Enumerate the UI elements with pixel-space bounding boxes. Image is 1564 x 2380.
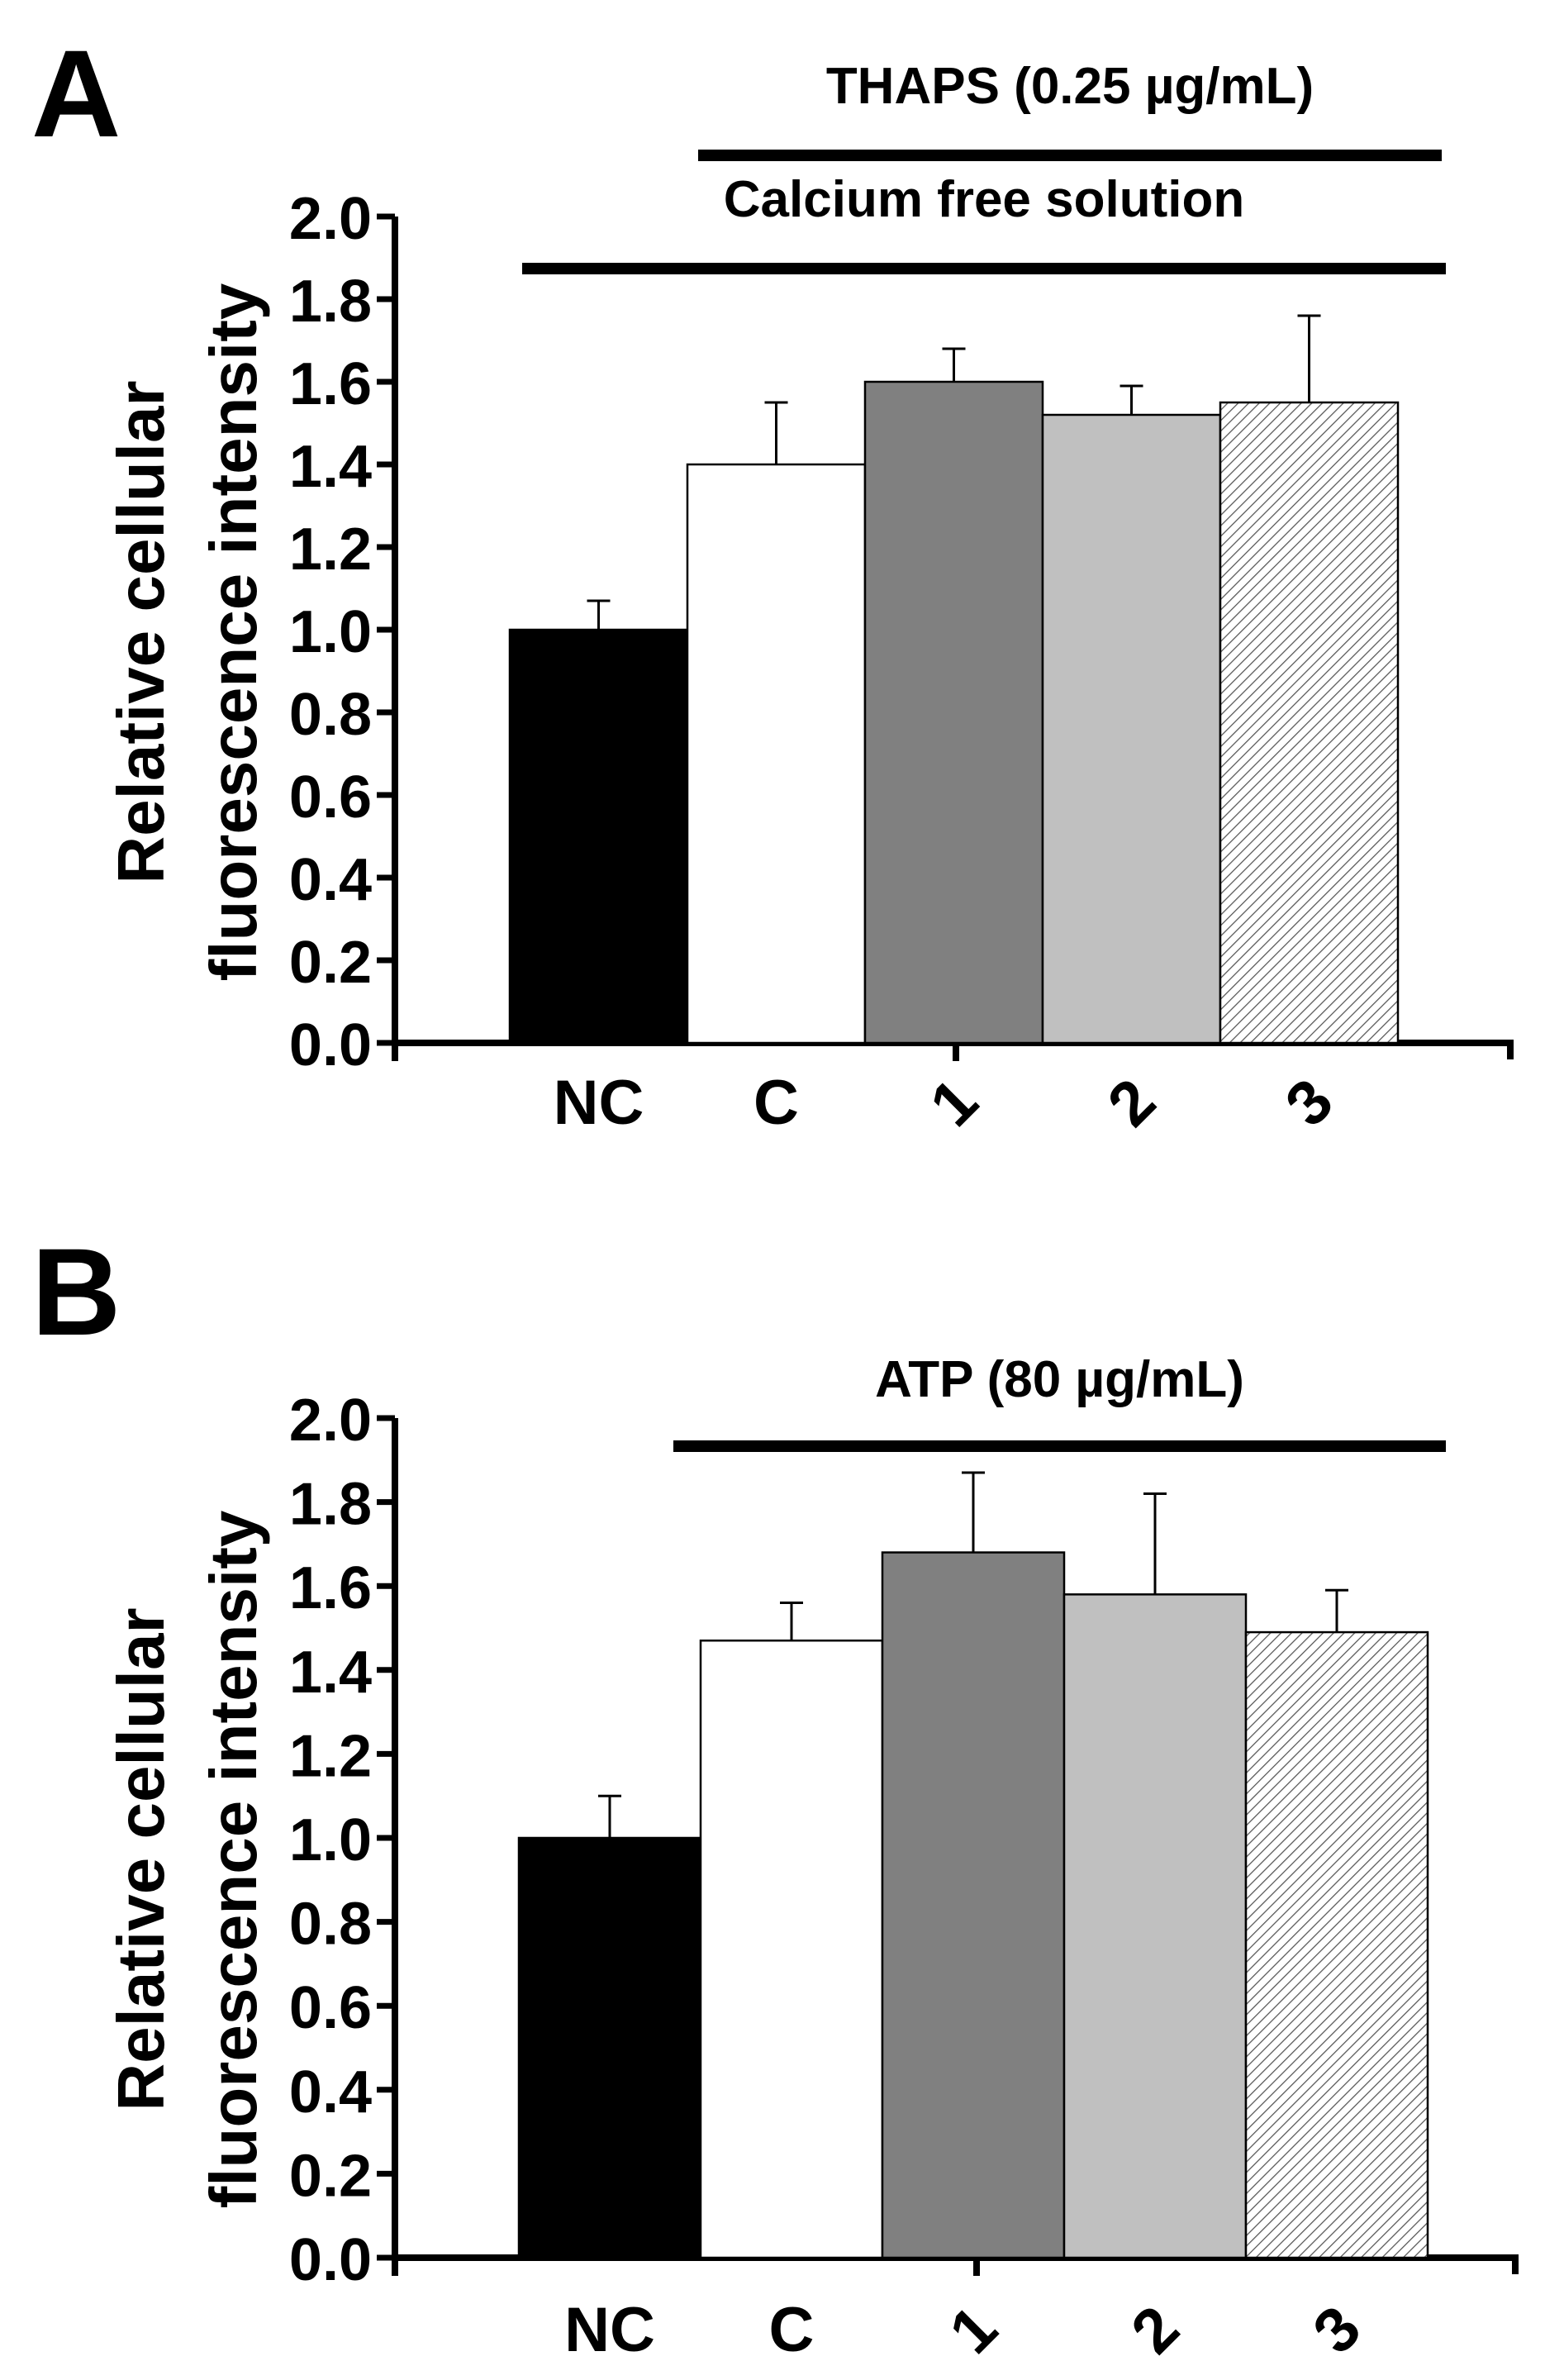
panel-b-y-tick-label: 0.4: [289, 2059, 372, 2125]
panel-b-y-tick-label: 1.2: [289, 1723, 372, 1789]
panel-a-y-tick-label: 0.0: [289, 1012, 372, 1078]
panel-a-y-tick-label: 0.2: [289, 930, 372, 996]
panel-b-x-label-nc: NC: [564, 2295, 655, 2365]
panel-b-treatment-bars: ATP (80 µg/mL): [673, 1351, 1446, 1452]
panel-b-y-tick-label: 1.0: [289, 1807, 372, 1873]
panel-b-y-tick-label: 1.8: [289, 1472, 372, 1538]
panel-b-x-label-1: 1: [936, 2292, 1010, 2367]
panel-a-treatment-label: THAPS (0.25 µg/mL): [826, 58, 1314, 115]
panel-b-y-tick-label: 2.0: [289, 1388, 372, 1454]
panel-a-treatment-label: Calcium free solution: [724, 171, 1244, 228]
panel-a-bar-c: [686, 463, 867, 1045]
panel-a-y-axis-title-line2: fluorescence intensity: [197, 283, 270, 981]
panel-a-x-label-nc: NC: [554, 1068, 644, 1138]
panel-b-y-tick-label: 0.6: [289, 1975, 372, 2041]
panel-a-y-tick-label: 0.8: [289, 682, 372, 748]
panel-b-y-tick-label: 1.6: [289, 1555, 372, 1621]
panel-a-x-label-2: 2: [1095, 1065, 1169, 1140]
panel-a-y-tick-label: 1.4: [289, 434, 372, 500]
panel-a-bar-nc: [508, 628, 689, 1045]
panel-b-bar-c: [699, 1639, 884, 2259]
panel-a-y-tick-label: 1.2: [289, 516, 372, 583]
panel-b-y-tick-label: 0.2: [289, 2143, 372, 2209]
panel-a-bar-2: [1041, 413, 1222, 1045]
panel-a-x-tick-labels: NC C 1 2 3: [554, 1065, 1347, 1140]
panel-a-y-tick-label: 0.4: [289, 847, 372, 913]
panel-a-bar-3: [1219, 401, 1400, 1045]
panel-b-bars: [517, 1471, 1429, 2259]
panel-b-x-label-3: 3: [1300, 2292, 1374, 2367]
panel-a-x-label-3: 3: [1272, 1065, 1347, 1140]
panel-b-bar-3: [1244, 1630, 1429, 2259]
panel-b-treatment-label: ATP (80 µg/mL): [875, 1351, 1244, 1408]
panel-a-bars: [508, 314, 1400, 1045]
panel-a-y-tick-label: 1.8: [289, 269, 372, 335]
panel-a-y-tick-label: 2.0: [289, 186, 372, 252]
panel-b-x-label-2: 2: [1118, 2292, 1192, 2367]
panel-b-x-tick-labels: NC C 1 2 3: [564, 2292, 1374, 2367]
panel-b-y-tick-label: 0.8: [289, 1892, 372, 1958]
panel-a-x-label-c: C: [753, 1068, 799, 1138]
panel-a-x-label-1: 1: [917, 1065, 991, 1140]
panel-b-y-ticks: 0.0 0.2 0.4 0.6 0.8 1.0 1.2 1.4 1.6 1.8 2.0: [289, 1388, 1519, 2293]
panel-a: A Relative cellular fluorescence intensi…: [31, 24, 1514, 1140]
panel-b-bar-1: [881, 1551, 1066, 2259]
panel-b-bar-2: [1062, 1593, 1248, 2259]
panel-b: B Relative cellular fluorescence intensi…: [31, 1222, 1519, 2367]
panel-b-y-tick-label: 0.0: [289, 2227, 372, 2293]
panel-a-y-tick-label: 1.0: [289, 599, 372, 665]
panel-a-y-tick-label: 1.6: [289, 351, 372, 417]
panel-a-y-axis-title-line1: Relative cellular: [104, 380, 178, 883]
panel-b-label: B: [31, 1222, 121, 1361]
panel-b-y-axis-title-line2: fluorescence intensity: [197, 1510, 270, 2208]
panel-b-bar-nc: [517, 1836, 702, 2259]
panel-b-y-tick-label: 1.4: [289, 1640, 372, 1706]
panel-a-label: A: [31, 24, 121, 163]
panel-a-treatment-bars: THAPS (0.25 µg/mL) Calcium free solution: [522, 58, 1446, 274]
panel-a-y-ticks: 0.0 0.2 0.4 0.6 0.8 1.0 1.2 1.4 1.6 1.8 2.0: [289, 186, 1514, 1078]
panel-b-x-label-c: C: [769, 2295, 815, 2365]
panel-a-bar-1: [863, 380, 1044, 1045]
panel-a-y-tick-label: 0.6: [289, 764, 372, 831]
panel-b-y-axis-title-line1: Relative cellular: [104, 1607, 178, 2111]
